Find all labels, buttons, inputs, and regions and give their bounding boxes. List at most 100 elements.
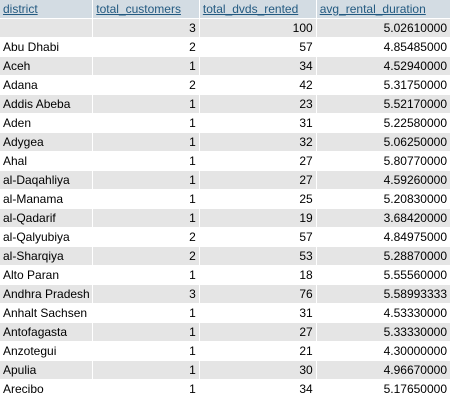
cell-total-customers: 1 bbox=[93, 380, 199, 398]
cell-avg-rental-duration: 4.52940000 bbox=[316, 57, 450, 75]
cell-total-dvds-rented: 23 bbox=[199, 95, 316, 113]
table-row[interactable]: Aceh 1 34 4.52940000 bbox=[0, 57, 450, 75]
cell-avg-rental-duration: 5.28870000 bbox=[316, 247, 450, 265]
cell-avg-rental-duration: 4.85485000 bbox=[316, 38, 450, 56]
cell-total-customers: 1 bbox=[93, 323, 199, 341]
table-row[interactable]: Aden 1 31 5.22580000 bbox=[0, 114, 450, 132]
table-row[interactable]: 3 100 5.02610000 bbox=[0, 19, 450, 37]
table-row[interactable]: al-Qadarif 1 19 3.68420000 bbox=[0, 209, 450, 227]
cell-total-dvds-rented: 27 bbox=[199, 171, 316, 189]
cell-district: Addis Abeba bbox=[0, 95, 93, 113]
cell-avg-rental-duration: 5.58993333 bbox=[316, 285, 450, 303]
cell-district: Adana bbox=[0, 76, 93, 94]
cell-district: al-Qadarif bbox=[0, 209, 93, 227]
table-row[interactable]: Anhalt Sachsen 1 31 4.53330000 bbox=[0, 304, 450, 322]
cell-avg-rental-duration: 4.59260000 bbox=[316, 171, 450, 189]
cell-district: Anhalt Sachsen bbox=[0, 304, 93, 322]
column-header-label[interactable]: total_customers bbox=[96, 2, 181, 16]
cell-avg-rental-duration: 5.52170000 bbox=[316, 95, 450, 113]
table-row[interactable]: Ahal 1 27 5.80770000 bbox=[0, 152, 450, 170]
table-row[interactable]: al-Daqahliya 1 27 4.59260000 bbox=[0, 171, 450, 189]
cell-total-customers: 1 bbox=[93, 209, 199, 227]
cell-total-customers: 1 bbox=[93, 361, 199, 379]
table-row[interactable]: Andhra Pradesh 3 76 5.58993333 bbox=[0, 285, 450, 303]
cell-district: Apulia bbox=[0, 361, 93, 379]
cell-total-dvds-rented: 27 bbox=[199, 152, 316, 170]
cell-avg-rental-duration: 5.55560000 bbox=[316, 266, 450, 284]
cell-total-customers: 1 bbox=[93, 133, 199, 151]
cell-avg-rental-duration: 4.96670000 bbox=[316, 361, 450, 379]
cell-total-customers: 3 bbox=[93, 19, 199, 37]
cell-avg-rental-duration: 4.30000000 bbox=[316, 342, 450, 360]
cell-total-dvds-rented: 53 bbox=[199, 247, 316, 265]
cell-total-customers: 1 bbox=[93, 95, 199, 113]
cell-avg-rental-duration: 4.84975000 bbox=[316, 228, 450, 246]
cell-district: Adygea bbox=[0, 133, 93, 151]
cell-avg-rental-duration: 3.68420000 bbox=[316, 209, 450, 227]
cell-total-customers: 1 bbox=[93, 152, 199, 170]
cell-total-customers: 1 bbox=[93, 57, 199, 75]
cell-avg-rental-duration: 5.06250000 bbox=[316, 133, 450, 151]
table-row[interactable]: Abu Dhabi 2 57 4.85485000 bbox=[0, 38, 450, 56]
table-row[interactable]: Adygea 1 32 5.06250000 bbox=[0, 133, 450, 151]
cell-avg-rental-duration: 5.33330000 bbox=[316, 323, 450, 341]
cell-total-dvds-rented: 18 bbox=[199, 266, 316, 284]
table-row[interactable]: Anzotegui 1 21 4.30000000 bbox=[0, 342, 450, 360]
cell-total-dvds-rented: 32 bbox=[199, 133, 316, 151]
cell-district: al-Qalyubiya bbox=[0, 228, 93, 246]
cell-total-dvds-rented: 57 bbox=[199, 38, 316, 56]
cell-total-dvds-rented: 27 bbox=[199, 323, 316, 341]
table-row[interactable]: Alto Paran 1 18 5.55560000 bbox=[0, 266, 450, 284]
cell-total-dvds-rented: 31 bbox=[199, 304, 316, 322]
cell-district: Alto Paran bbox=[0, 266, 93, 284]
cell-total-customers: 1 bbox=[93, 171, 199, 189]
cell-district: Aceh bbox=[0, 57, 93, 75]
cell-district: Abu Dhabi bbox=[0, 38, 93, 56]
column-header-label[interactable]: avg_rental_duration bbox=[319, 2, 426, 16]
table-row[interactable]: Apulia 1 30 4.96670000 bbox=[0, 361, 450, 379]
column-header-label[interactable]: total_dvds_rented bbox=[202, 2, 299, 16]
table-row[interactable]: Adana 2 42 5.31750000 bbox=[0, 76, 450, 94]
cell-district: Andhra Pradesh bbox=[0, 285, 93, 303]
column-header-total-dvds-rented[interactable]: total_dvds_rented bbox=[199, 0, 316, 18]
results-body: 3 100 5.02610000 Abu Dhabi 2 57 4.85485000 Aceh… bbox=[0, 19, 450, 398]
cell-district: Aden bbox=[0, 114, 93, 132]
cell-total-customers: 2 bbox=[93, 228, 199, 246]
cell-avg-rental-duration: 5.20830000 bbox=[316, 190, 450, 208]
cell-district: al-Manama bbox=[0, 190, 93, 208]
cell-avg-rental-duration: 5.80770000 bbox=[316, 152, 450, 170]
results-table: district total_customers total_dvds_rent… bbox=[0, 0, 450, 398]
column-header-avg-rental-duration[interactable]: avg_rental_duration bbox=[316, 0, 450, 18]
table-row[interactable]: al-Manama 1 25 5.20830000 bbox=[0, 190, 450, 208]
cell-total-dvds-rented: 31 bbox=[199, 114, 316, 132]
cell-avg-rental-duration: 5.17650000 bbox=[316, 380, 450, 398]
cell-total-dvds-rented: 34 bbox=[199, 380, 316, 398]
cell-district: al-Daqahliya bbox=[0, 171, 93, 189]
column-header-label[interactable]: district bbox=[3, 2, 38, 16]
cell-total-customers: 1 bbox=[93, 304, 199, 322]
column-header-total-customers[interactable]: total_customers bbox=[93, 0, 199, 18]
cell-total-dvds-rented: 42 bbox=[199, 76, 316, 94]
cell-total-dvds-rented: 30 bbox=[199, 361, 316, 379]
column-header-district[interactable]: district bbox=[0, 0, 93, 18]
table-row[interactable]: Arecibo 1 34 5.17650000 bbox=[0, 380, 450, 398]
cell-district: al-Sharqiya bbox=[0, 247, 93, 265]
cell-avg-rental-duration: 5.31750000 bbox=[316, 76, 450, 94]
cell-total-customers: 1 bbox=[93, 266, 199, 284]
cell-avg-rental-duration: 4.53330000 bbox=[316, 304, 450, 322]
cell-total-dvds-rented: 76 bbox=[199, 285, 316, 303]
cell-total-dvds-rented: 19 bbox=[199, 209, 316, 227]
cell-district: Ahal bbox=[0, 152, 93, 170]
table-row[interactable]: al-Qalyubiya 2 57 4.84975000 bbox=[0, 228, 450, 246]
table-row[interactable]: al-Sharqiya 2 53 5.28870000 bbox=[0, 247, 450, 265]
table-row[interactable]: Addis Abeba 1 23 5.52170000 bbox=[0, 95, 450, 113]
cell-total-customers: 2 bbox=[93, 76, 199, 94]
cell-total-customers: 1 bbox=[93, 342, 199, 360]
cell-district: Arecibo bbox=[0, 380, 93, 398]
cell-avg-rental-duration: 5.22580000 bbox=[316, 114, 450, 132]
table-row[interactable]: Antofagasta 1 27 5.33330000 bbox=[0, 323, 450, 341]
cell-total-customers: 1 bbox=[93, 114, 199, 132]
cell-total-dvds-rented: 57 bbox=[199, 228, 316, 246]
cell-total-dvds-rented: 25 bbox=[199, 190, 316, 208]
cell-district: Anzotegui bbox=[0, 342, 93, 360]
